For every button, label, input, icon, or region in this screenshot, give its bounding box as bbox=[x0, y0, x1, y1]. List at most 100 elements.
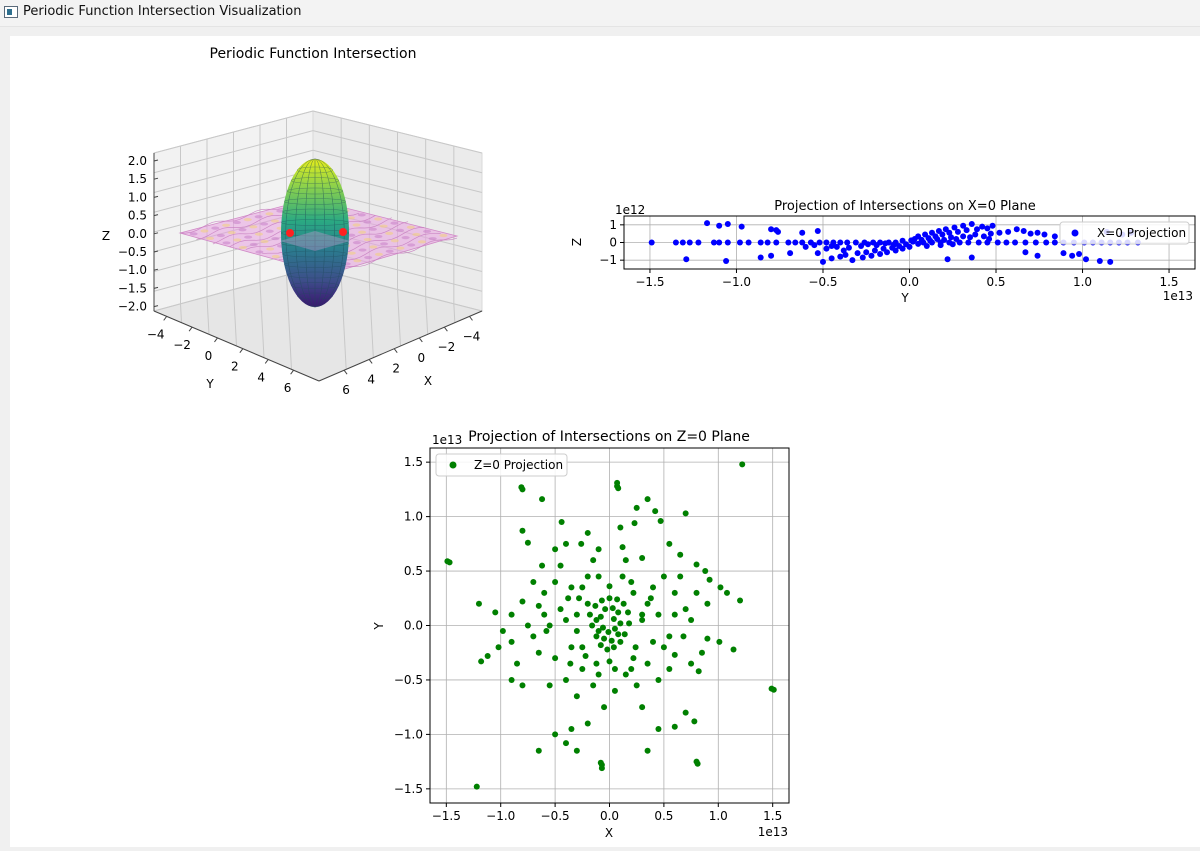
axA-data-point bbox=[1097, 258, 1103, 264]
axA-ytick-label: 0 bbox=[609, 236, 617, 250]
surface-patch bbox=[353, 223, 361, 226]
x0-y-offset-label: 1e12 bbox=[615, 203, 645, 217]
axA-data-point bbox=[934, 236, 940, 242]
axB-data-point bbox=[615, 485, 621, 491]
axA-data-point bbox=[1022, 240, 1028, 246]
surface-patch bbox=[217, 234, 225, 237]
axB-data-point bbox=[702, 568, 708, 574]
axB-data-point bbox=[680, 633, 686, 639]
axB-data-point bbox=[519, 486, 525, 492]
axB-data-point bbox=[543, 628, 549, 634]
axB-data-point bbox=[579, 644, 585, 650]
axA-data-point bbox=[919, 237, 925, 243]
axA-data-point bbox=[737, 240, 743, 246]
axA-data-point bbox=[877, 251, 883, 257]
axA-data-point bbox=[938, 242, 944, 248]
axB-data-point bbox=[661, 644, 667, 650]
axA-data-point bbox=[829, 243, 835, 249]
x-tick-mark bbox=[344, 370, 347, 374]
axB-data-point bbox=[593, 661, 599, 667]
axB-data-point bbox=[645, 601, 651, 607]
surface-patch bbox=[266, 247, 274, 250]
axB-data-point bbox=[600, 625, 606, 631]
axA-data-point bbox=[837, 254, 843, 260]
axB-data-point bbox=[474, 784, 480, 790]
axB-data-point bbox=[614, 596, 620, 602]
axB-data-point bbox=[599, 597, 605, 603]
axB-data-point bbox=[699, 650, 705, 656]
axA-data-point bbox=[765, 240, 771, 246]
axA-data-point bbox=[855, 250, 861, 256]
axA-data-point bbox=[981, 233, 987, 239]
figure-svg: Periodic Function Intersection bbox=[10, 36, 1200, 847]
axB-data-point bbox=[593, 633, 599, 639]
axB-xtick-label: 0.5 bbox=[654, 809, 673, 823]
surface-patch bbox=[233, 238, 241, 241]
axA-data-point bbox=[1022, 249, 1028, 255]
axB-data-point bbox=[639, 612, 645, 618]
z0-legend: Z=0 Projection bbox=[436, 454, 567, 476]
axB-data-point bbox=[563, 617, 569, 623]
axA-data-point bbox=[811, 242, 817, 248]
axB-data-point bbox=[530, 579, 536, 585]
axB-data-point bbox=[598, 642, 604, 648]
axB-data-point bbox=[547, 623, 553, 629]
axA-data-point bbox=[834, 244, 840, 250]
axB-data-point bbox=[666, 666, 672, 672]
axB-data-point bbox=[661, 573, 667, 579]
axA-data-point bbox=[955, 229, 961, 235]
axA-data-point bbox=[990, 223, 996, 229]
axA-data-point bbox=[1083, 256, 1089, 262]
x0-projection-title: Projection of Intersections on X=0 Plane bbox=[774, 199, 1036, 214]
z-tick-label: −1.0 bbox=[118, 263, 147, 277]
axB-data-point bbox=[672, 590, 678, 596]
z-tick-label: 2.0 bbox=[128, 154, 147, 168]
axB-data-point bbox=[574, 612, 580, 618]
surface-patch bbox=[200, 229, 208, 232]
axB-data-point bbox=[620, 544, 626, 550]
axA-data-point bbox=[1033, 240, 1039, 246]
z-tick-label: −0.5 bbox=[118, 245, 147, 259]
axA-data-point bbox=[683, 256, 689, 262]
surface-patch bbox=[375, 253, 383, 256]
intersection-marker-left bbox=[286, 229, 294, 237]
axA-data-point bbox=[984, 225, 990, 231]
axA-data-point bbox=[687, 240, 693, 246]
surface-patch bbox=[272, 255, 280, 258]
y-tick-label: −4 bbox=[147, 327, 165, 341]
surface-patch bbox=[402, 236, 410, 239]
axB-data-point bbox=[617, 524, 623, 530]
axB-data-point bbox=[514, 661, 520, 667]
surface-patch bbox=[369, 245, 377, 248]
y-tick-label: 0 bbox=[205, 349, 213, 363]
axB-data-point bbox=[568, 584, 574, 590]
axB-data-point bbox=[609, 638, 615, 644]
axB-data-point bbox=[612, 688, 618, 694]
axA-data-point bbox=[844, 240, 850, 246]
axA-data-point bbox=[768, 253, 774, 259]
axB-data-point bbox=[634, 682, 640, 688]
axB-data-point bbox=[547, 682, 553, 688]
surface-patch bbox=[211, 227, 219, 230]
axB-data-point bbox=[634, 505, 640, 511]
y-tick-label: 4 bbox=[257, 370, 265, 384]
surface-patch bbox=[222, 224, 230, 227]
axB-data-point bbox=[672, 652, 678, 658]
z0-legend-marker bbox=[450, 462, 457, 469]
axA-data-point bbox=[1014, 226, 1020, 232]
y-tick-mark bbox=[214, 338, 217, 342]
z0-projection-axes: Projection of Intersections on Z=0 Plane… bbox=[372, 429, 789, 840]
axB-data-point bbox=[650, 639, 656, 645]
axA-xtick-label: 1.5 bbox=[1159, 275, 1178, 289]
axA-data-point bbox=[868, 253, 874, 259]
axB-data-point bbox=[596, 672, 602, 678]
axA-data-point bbox=[979, 224, 985, 230]
axB-data-point bbox=[615, 609, 621, 615]
axB-data-point bbox=[583, 653, 589, 659]
axB-data-point bbox=[615, 631, 621, 637]
axA-data-point bbox=[1052, 233, 1058, 239]
axA-data-point bbox=[711, 240, 717, 246]
axB-data-point bbox=[596, 573, 602, 579]
axB-data-point bbox=[579, 666, 585, 672]
z-tick-label: −2.0 bbox=[118, 300, 147, 314]
